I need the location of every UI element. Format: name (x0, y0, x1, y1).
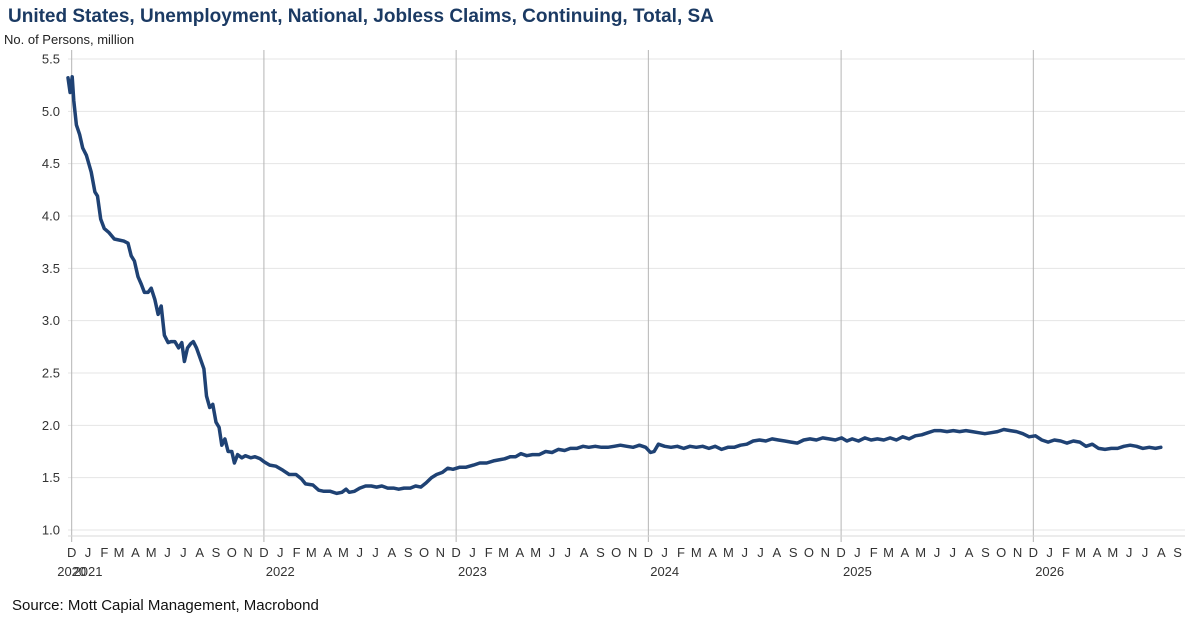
x-month-tick-label: J (372, 545, 379, 560)
data-series (66, 75, 1163, 496)
x-month-tick-label: F (293, 545, 301, 560)
x-month-tick-label: S (981, 545, 990, 560)
y-tick-label: 1.0 (42, 523, 60, 538)
x-month-tick-label: A (1157, 545, 1166, 560)
x-month-tick-label: M (146, 545, 157, 560)
x-month-tick-label: O (419, 545, 429, 560)
x-month-tick-label: M (1107, 545, 1118, 560)
x-month-tick-label: J (757, 545, 764, 560)
x-month-tick-label: S (789, 545, 798, 560)
x-month-tick-label: M (338, 545, 349, 560)
source-note: Source: Mott Capial Management, Macrobon… (12, 597, 319, 614)
x-month-tick-label: A (388, 545, 397, 560)
x-month-tick-label: A (516, 545, 525, 560)
y-tick-label: 3.0 (42, 313, 60, 328)
x-month-tick-label: J (854, 545, 861, 560)
x-month-tick-label: M (691, 545, 702, 560)
x-month-tick-label: J (934, 545, 941, 560)
x-month-tick-label: J (950, 545, 957, 560)
x-month-tick-label: D (451, 545, 460, 560)
x-month-tick-label: D (836, 545, 845, 560)
y-tick-label: 4.5 (42, 156, 60, 171)
x-year-label: 2020 (57, 564, 86, 579)
x-month-tick-label: F (485, 545, 493, 560)
x-month-tick-label: A (195, 545, 204, 560)
x-month-tick-label: J (180, 545, 187, 560)
x-month-tick-label: A (131, 545, 140, 560)
x-month-tick-label: M (306, 545, 317, 560)
x-year-label: 2021 (74, 564, 103, 579)
x-month-tick-label: J (85, 545, 92, 560)
x-month-tick-label: M (498, 545, 509, 560)
x-month-tick-label: D (1029, 545, 1038, 560)
x-month-tick-label: F (677, 545, 685, 560)
y-tick-label: 2.5 (42, 366, 60, 381)
y-tick-label: 3.5 (42, 261, 60, 276)
x-month-tick-label: N (821, 545, 830, 560)
y-tick-label: 5.0 (42, 104, 60, 119)
x-month-tick-label: M (1075, 545, 1086, 560)
x-month-tick-label: O (996, 545, 1006, 560)
chart-title: United States, Unemployment, National, J… (8, 6, 714, 27)
x-month-tick-label: A (580, 545, 589, 560)
x-month-tick-label: J (565, 545, 572, 560)
x-month-tick-label: M (530, 545, 541, 560)
x-month-tick-label: M (114, 545, 125, 560)
x-month-tick-label: A (965, 545, 974, 560)
x-month-tick-label: O (804, 545, 814, 560)
x-month-tick-label: J (277, 545, 284, 560)
x-month-tick-label: D (67, 545, 76, 560)
y-tick-label: 2.0 (42, 418, 60, 433)
x-month-tick-label: A (323, 545, 332, 560)
x-month-tick-label: J (741, 545, 748, 560)
x-month-tick-label: J (1046, 545, 1053, 560)
x-month-tick-label: M (915, 545, 926, 560)
x-year-label: 2022 (266, 564, 295, 579)
x-year-label: 2023 (458, 564, 487, 579)
x-month-tick-label: F (870, 545, 878, 560)
y-tick-label: 1.5 (42, 470, 60, 485)
x-year-label: 2025 (843, 564, 872, 579)
x-month-tick-label: S (212, 545, 221, 560)
x-month-tick-label: O (611, 545, 621, 560)
x-year-label: 2024 (650, 564, 679, 579)
y-tick-label: 5.5 (42, 52, 60, 67)
x-month-tick-label: M (723, 545, 734, 560)
x-month-tick-label: M (883, 545, 894, 560)
x-month-tick-label: A (773, 545, 782, 560)
series-line (66, 75, 1163, 496)
year-dividers (71, 50, 1034, 542)
x-month-tick-label: J (1142, 545, 1149, 560)
x-month-tick-label: N (243, 545, 252, 560)
x-month-tick-label: J (469, 545, 476, 560)
x-month-tick-label: N (1013, 545, 1022, 560)
x-month-tick-label: J (1126, 545, 1133, 560)
x-month-tick-label: N (436, 545, 445, 560)
x-month-tick-label: O (227, 545, 237, 560)
x-month-tick-label: S (1173, 545, 1182, 560)
x-month-tick-label: F (100, 545, 108, 560)
x-month-tick-label: J (164, 545, 171, 560)
y-axis-tick-labels: 1.0 1.5 2.0 2.5 3.0 3.5 4.0 4.5 5.0 5.5 (42, 52, 60, 538)
x-month-tick-label: J (357, 545, 364, 560)
x-month-tick-label: D (259, 545, 268, 560)
y-tick-label: 4.0 (42, 209, 60, 224)
gridlines (68, 58, 1185, 531)
x-month-tick-label: J (549, 545, 556, 560)
x-month-tick-label: A (1093, 545, 1102, 560)
x-month-tick-label: F (1062, 545, 1070, 560)
y-axis-unit-label: No. of Persons, million (4, 32, 135, 47)
x-year-label: 2026 (1035, 564, 1064, 579)
x-month-tick-label: S (404, 545, 413, 560)
x-month-tick-label: S (596, 545, 605, 560)
x-month-tick-label: N (628, 545, 637, 560)
x-month-tick-label: J (661, 545, 668, 560)
x-month-tick-label: A (900, 545, 909, 560)
x-month-tick-label: A (708, 545, 717, 560)
x-month-tick-label: D (644, 545, 653, 560)
